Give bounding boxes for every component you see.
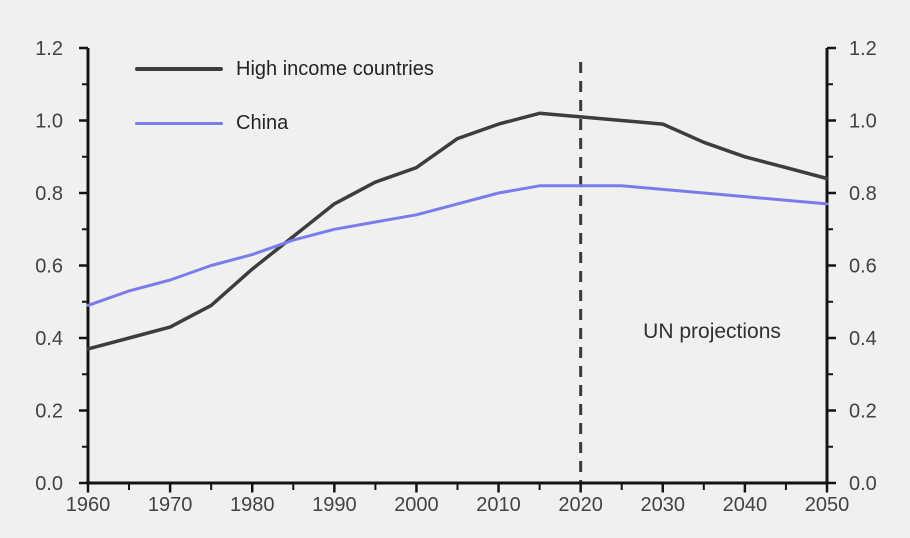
y-tick-label-right: 0.8 xyxy=(849,183,877,205)
legend-label-high-income-countries: High income countries xyxy=(236,57,434,80)
series-lines xyxy=(86,111,829,351)
x-tick-label-2040: 2040 xyxy=(723,494,768,516)
y-tick-label-right: 0.0 xyxy=(849,473,877,495)
x-tick-label-2020: 2020 xyxy=(558,494,603,516)
y-tick-label-left: 1.0 xyxy=(35,111,63,133)
series-line-china xyxy=(86,184,829,307)
y-tick-label-right: 1.0 xyxy=(849,111,877,133)
x-tick-label-1970: 1970 xyxy=(148,494,193,516)
x-tick-label-2050: 2050 xyxy=(805,494,850,516)
annotation-un-projections: UN projections xyxy=(643,320,781,343)
series-line-high-income-countries xyxy=(86,111,829,351)
x-tick-label-2000: 2000 xyxy=(394,494,439,516)
legend-label-china: China xyxy=(236,111,289,134)
y-tick-label-left: 1.2 xyxy=(35,38,63,60)
legend-item-china: China xyxy=(135,109,434,137)
legend-swatch-china xyxy=(135,121,223,125)
y-tick-label-left: 0.6 xyxy=(35,256,63,278)
y-tick-label-right: 1.2 xyxy=(849,38,877,60)
chart-legend: High income countries China xyxy=(135,55,434,137)
x-tick-label-1990: 1990 xyxy=(312,494,357,516)
y-tick-label-left: 0.2 xyxy=(35,401,63,423)
x-tick-label-2010: 2010 xyxy=(476,494,521,516)
y-tick-label-left: 0.8 xyxy=(35,183,63,205)
legend-item-high-income-countries: High income countries xyxy=(135,55,434,83)
y-tick-label-right: 0.2 xyxy=(849,401,877,423)
legend-swatch-high-income-countries xyxy=(135,67,223,71)
x-tick-label-1980: 1980 xyxy=(230,494,275,516)
x-tick-label-2030: 2030 xyxy=(641,494,686,516)
y-tick-label-right: 0.4 xyxy=(849,328,877,350)
x-tick-label-1960: 1960 xyxy=(66,494,111,516)
axis-labels: 0.0 0.0 0.2 0.2 0.4 0.4 0.6 0.6 0.8 0.8 1.0 1.0 1.2 1… xyxy=(35,38,877,516)
y-tick-label-right: 0.6 xyxy=(849,256,877,278)
y-tick-label-left: 0.0 xyxy=(35,473,63,495)
axes xyxy=(79,46,836,493)
y-tick-label-left: 0.4 xyxy=(35,328,63,350)
